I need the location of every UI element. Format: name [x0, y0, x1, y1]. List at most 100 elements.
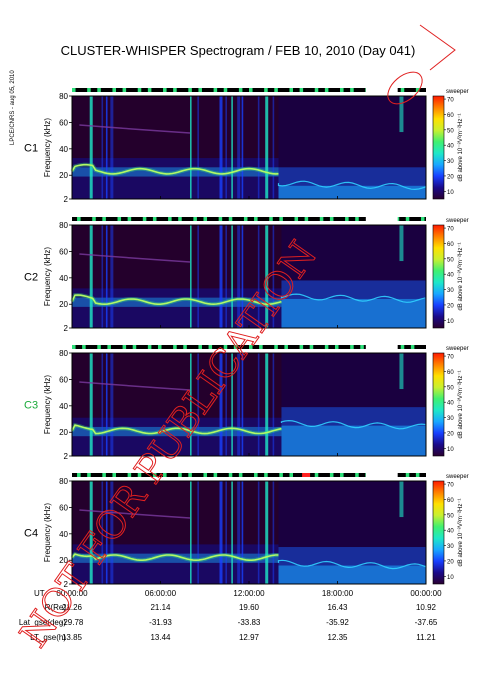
colorbar-tick: 10 [447, 447, 454, 453]
orbit-value: -29.78 [61, 618, 84, 627]
y-tick-label: 80 [59, 349, 68, 358]
spectrogram-c1 [70, 96, 427, 199]
y-tick-label: 60 [59, 503, 68, 512]
panel-c3: 2 20 40 60 80 Frequency (kHz) C3 sweeper 10 20 30 4… [24, 345, 469, 461]
colorbar-tick: 30 [447, 288, 454, 294]
orbit-value: -35.92 [326, 618, 349, 627]
colorbar-tick: 10 [447, 319, 454, 325]
y-tick-label: 40 [59, 530, 68, 539]
colorbar-tick: 60 [447, 113, 454, 119]
orbit-value: 16.43 [327, 603, 348, 612]
y-axis-label: Frequency (kHz) [43, 118, 52, 177]
y-tick-label: 60 [59, 375, 68, 384]
y-axis: 2 20 40 60 80 Frequency (kHz) [43, 477, 72, 589]
colorbar: sweeper 10 20 30 40 50 60 70 dB above 10⁻⁸V²m⁻²H… [432, 474, 469, 585]
orbit-value: -37.65 [415, 618, 438, 627]
colorbar-tick: 30 [447, 159, 454, 165]
colorbar-tick: 50 [447, 385, 454, 391]
colorbar-tick: 30 [447, 416, 454, 422]
colorbar-tick: 70 [447, 227, 454, 233]
orbit-value: 11.21 [416, 633, 436, 642]
orbit-table: R(Re)21.26 21.14 19.60 16.43 10.92 Lat_gse(de… [19, 603, 438, 642]
orbit-row-label: LT_gse(h) [30, 633, 66, 642]
colorbar-label: dB above 10⁻⁸V²m⁻²Hz⁻¹ [457, 242, 464, 310]
side-label: LPCE/CNRS - aug 05, 2010 [10, 70, 16, 145]
y-tick-label: 2 [64, 452, 69, 461]
colorbar-header: sweeper [446, 218, 469, 224]
y-tick-label: 40 [59, 145, 68, 154]
orbit-value: 13.44 [150, 633, 171, 642]
colorbar-tick: 60 [447, 498, 454, 504]
status-strip [72, 88, 426, 92]
status-strip [72, 217, 426, 221]
colorbar-label: dB above 10⁻⁸V²m⁻²Hz⁻¹ [457, 113, 464, 181]
colorbar-tick: 20 [447, 303, 454, 309]
y-tick-label: 20 [59, 556, 68, 565]
colorbar-header: sweeper [446, 346, 469, 352]
ut-axis: UT 00:00:00 06:00:00 12:00:00 18:00:00 00:00:… [34, 589, 442, 598]
colorbar-tick: 60 [447, 242, 454, 248]
y-axis-label: Frequency (kHz) [43, 503, 52, 562]
y-axis-label: Frequency (kHz) [43, 375, 52, 434]
colorbar-tick: 50 [447, 513, 454, 519]
colorbar-tick: 50 [447, 128, 454, 134]
y-tick-label: 20 [59, 171, 68, 180]
colorbar-header: sweeper [446, 474, 469, 480]
orbit-value: 21.14 [150, 603, 171, 612]
y-axis: 2 20 40 60 80 Frequency (kHz) [43, 349, 72, 461]
panel-label: C4 [24, 528, 38, 540]
colorbar-header: sweeper [446, 89, 469, 95]
colorbar-tick: 40 [447, 529, 454, 535]
y-tick-label: 2 [64, 580, 69, 589]
y-tick-label: 20 [59, 300, 68, 309]
orbit-value: 12.97 [239, 633, 260, 642]
orbit-value: 19.60 [239, 603, 260, 612]
y-tick-label: 60 [59, 118, 68, 127]
colorbar-tick: 20 [447, 431, 454, 437]
y-axis: 2 20 40 60 80 Frequency (kHz) [43, 92, 72, 204]
spectrogram-c2 [70, 225, 426, 328]
colorbar-tick: 20 [447, 174, 454, 180]
y-tick-label: 60 [59, 247, 68, 256]
x-axis-label: UT [34, 589, 45, 598]
x-tick-label: 06:00:00 [145, 589, 177, 598]
colorbar-label: dB above 10⁻⁸V²m⁻²Hz⁻¹ [457, 370, 464, 438]
colorbar-tick: 70 [447, 483, 454, 489]
colorbar-label: dB above 10⁻⁸V²m⁻²Hz⁻¹ [457, 498, 464, 566]
panels: 2 20 40 60 80 Frequency (kHz) C1 sweeper 10 20 30 4… [24, 88, 469, 589]
orbit-row-label: Lat_gse(deg) [19, 618, 66, 627]
orbit-row-label: R(Re) [45, 603, 67, 612]
status-strip [72, 345, 426, 349]
x-tick-label: 00:00:00 [56, 589, 88, 598]
colorbar: sweeper 10 20 30 40 50 60 70 dB above 10⁻⁸V²m⁻²H… [432, 218, 469, 329]
colorbar-tick: 40 [447, 273, 454, 279]
colorbar-tick: 30 [447, 544, 454, 550]
status-strip [72, 473, 426, 477]
colorbar-tick: 40 [447, 144, 454, 150]
orbit-value: 12.35 [327, 633, 348, 642]
panel-label: C2 [24, 272, 38, 284]
panel-label: C3 [24, 400, 38, 412]
orbit-value: 13.85 [62, 633, 83, 642]
orbit-value: -31.93 [149, 618, 172, 627]
y-axis: 2 20 40 60 80 Frequency (kHz) [43, 221, 72, 333]
colorbar-tick: 60 [447, 370, 454, 376]
orbit-value: -33.83 [238, 618, 261, 627]
y-tick-label: 80 [59, 477, 68, 486]
y-axis-label: Frequency (kHz) [43, 247, 52, 306]
panel-label: C1 [24, 143, 38, 155]
panel-c1: 2 20 40 60 80 Frequency (kHz) C1 sweeper 10 20 30 4… [24, 88, 469, 204]
colorbar: sweeper 10 20 30 40 50 60 70 dB above 10⁻⁸V²m⁻²H… [432, 89, 469, 200]
orbit-value: 21.26 [62, 603, 83, 612]
colorbar-tick: 70 [447, 355, 454, 361]
colorbar-tick: 50 [447, 257, 454, 263]
panel-c4: 2 20 40 60 80 Frequency (kHz) C4 sweeper 10 20 30 4… [24, 473, 469, 589]
y-tick-label: 80 [59, 92, 68, 101]
orbit-value: 10.92 [416, 603, 437, 612]
x-tick-label: 18:00:00 [322, 589, 354, 598]
x-tick-label: 00:00:00 [410, 589, 442, 598]
spectrogram-c3 [70, 353, 426, 456]
y-tick-label: 2 [64, 195, 69, 204]
y-tick-label: 40 [59, 402, 68, 411]
